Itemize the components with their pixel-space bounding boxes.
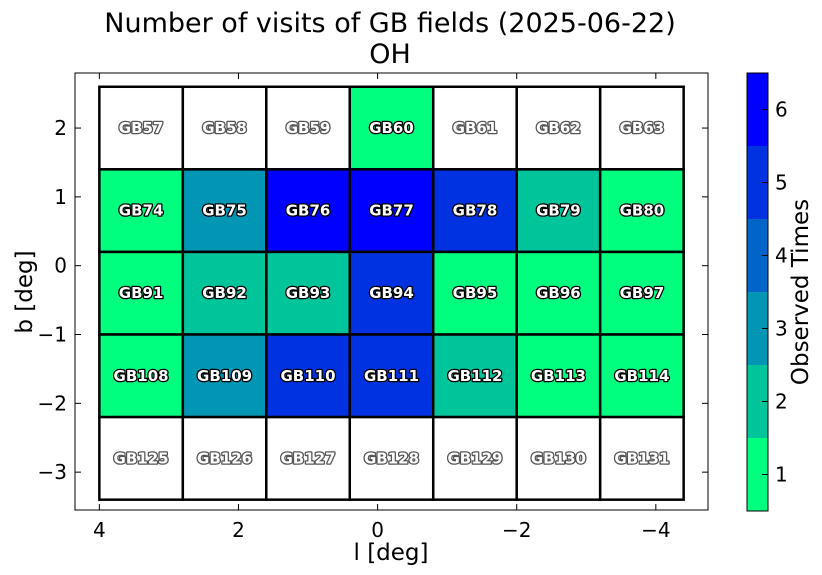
- x-tick-label: −2: [502, 518, 531, 542]
- field-label-gb114: GB114: [614, 367, 669, 385]
- y-tick-label: −2: [38, 391, 67, 415]
- colorbar-tick-label: 3: [775, 317, 788, 341]
- field-cells: GB57 GB58 GB59 GB60 GB61 GB62 GB63 GB74 GB75 GB76…: [98, 85, 685, 501]
- field-cell-gb61: [431, 85, 518, 171]
- field-label-gb111: GB111: [364, 367, 419, 385]
- field-label-gb60: GB60: [369, 119, 414, 137]
- field-cell-gb112: [431, 333, 518, 419]
- colorbar-segment: [747, 219, 768, 292]
- field-cell-gb95: [431, 250, 518, 336]
- colorbar-ticks: 1 2 3 4 5 6: [762, 98, 788, 487]
- x-tick-label: 2: [232, 518, 245, 542]
- field-label-gb113: GB113: [531, 367, 586, 385]
- y-tick-label: −3: [38, 460, 67, 484]
- field-label-gb59: GB59: [286, 119, 331, 137]
- y-tick-label: 2: [54, 116, 67, 140]
- field-label-gb110: GB110: [280, 367, 335, 385]
- colorbar-label: Observed Times: [788, 199, 814, 385]
- colorbar-segment: [747, 146, 768, 219]
- field-cell-gb91: [98, 250, 185, 336]
- field-label-gb75: GB75: [202, 202, 247, 220]
- chart-subtitle: OH: [369, 39, 411, 70]
- field-cell-gb97: [598, 250, 685, 336]
- colorbar-tick-label: 4: [775, 244, 788, 268]
- colorbar-segment: [747, 73, 768, 146]
- colorbar-tick-label: 1: [775, 463, 788, 487]
- y-tick-label: 0: [54, 254, 67, 278]
- field-cell-gb126: [181, 415, 268, 501]
- y-tick-label: −1: [38, 323, 67, 347]
- field-cell-gb57: [98, 85, 185, 171]
- field-label-gb94: GB94: [369, 284, 414, 302]
- chart-title: Number of visits of GB fields (2025-06-2…: [104, 8, 675, 39]
- field-label-gb131: GB131: [614, 449, 669, 467]
- colorbar-frame: [746, 72, 769, 512]
- field-cell-gb94: [348, 250, 435, 336]
- x-tick-label: 0: [371, 518, 384, 542]
- y-axis-ticks: 2 1 0 −1 −2 −3: [38, 116, 708, 484]
- field-label-gb96: GB96: [536, 284, 581, 302]
- field-label-gb91: GB91: [119, 284, 164, 302]
- field-label-gb77: GB77: [369, 202, 414, 220]
- field-cell-gb108: [98, 333, 185, 419]
- x-axis-ticks: 4 2 0 −2 −4: [93, 73, 671, 542]
- field-label-gb129: GB129: [447, 449, 502, 467]
- field-label-gb108: GB108: [114, 367, 169, 385]
- field-label-gb130: GB130: [531, 449, 586, 467]
- colorbar-tick-label: 2: [775, 390, 788, 414]
- field-label-gb63: GB63: [620, 119, 665, 137]
- field-cell-gb63: [598, 85, 685, 171]
- field-label-gb62: GB62: [536, 119, 581, 137]
- x-tick-label: 4: [93, 518, 106, 542]
- field-label-gb112: GB112: [447, 367, 502, 385]
- field-label-gb128: GB128: [364, 449, 419, 467]
- y-axis-label: b [deg]: [12, 250, 38, 333]
- field-label-gb79: GB79: [536, 202, 581, 220]
- field-cell-gb79: [515, 168, 602, 254]
- field-cell-gb130: [515, 415, 602, 501]
- field-label-gb109: GB109: [197, 367, 252, 385]
- field-cell-gb114: [598, 333, 685, 419]
- colorbar-tick-label: 5: [775, 171, 788, 195]
- field-label-gb92: GB92: [202, 284, 247, 302]
- x-tick-label: −4: [641, 518, 670, 542]
- colorbar-segment: [747, 438, 768, 511]
- colorbar-tick-label: 6: [775, 98, 788, 122]
- field-cell-gb129: [431, 415, 518, 501]
- field-label-gb58: GB58: [202, 119, 247, 137]
- field-label-gb61: GB61: [453, 119, 498, 137]
- colorbar: [746, 72, 769, 512]
- field-label-gb80: GB80: [620, 202, 665, 220]
- field-cell-gb75: [181, 168, 268, 254]
- field-label-gb78: GB78: [453, 202, 498, 220]
- field-label-gb97: GB97: [620, 284, 665, 302]
- colorbar-segment: [747, 365, 768, 438]
- field-label-gb93: GB93: [286, 284, 331, 302]
- field-cell-gb77: [348, 168, 435, 254]
- field-label-gb76: GB76: [286, 202, 331, 220]
- field-cell-gb131: [598, 415, 685, 501]
- field-cell-gb92: [181, 250, 268, 336]
- field-label-gb57: GB57: [119, 119, 164, 137]
- field-label-gb126: GB126: [197, 449, 252, 467]
- field-label-gb125: GB125: [114, 449, 169, 467]
- field-label-gb127: GB127: [280, 449, 335, 467]
- field-label-gb74: GB74: [119, 202, 164, 220]
- x-axis-label: l [deg]: [354, 540, 429, 566]
- y-tick-label: 1: [54, 185, 67, 209]
- field-cell-gb96: [515, 250, 602, 336]
- colorbar-segment: [747, 292, 768, 365]
- field-label-gb95: GB95: [453, 284, 498, 302]
